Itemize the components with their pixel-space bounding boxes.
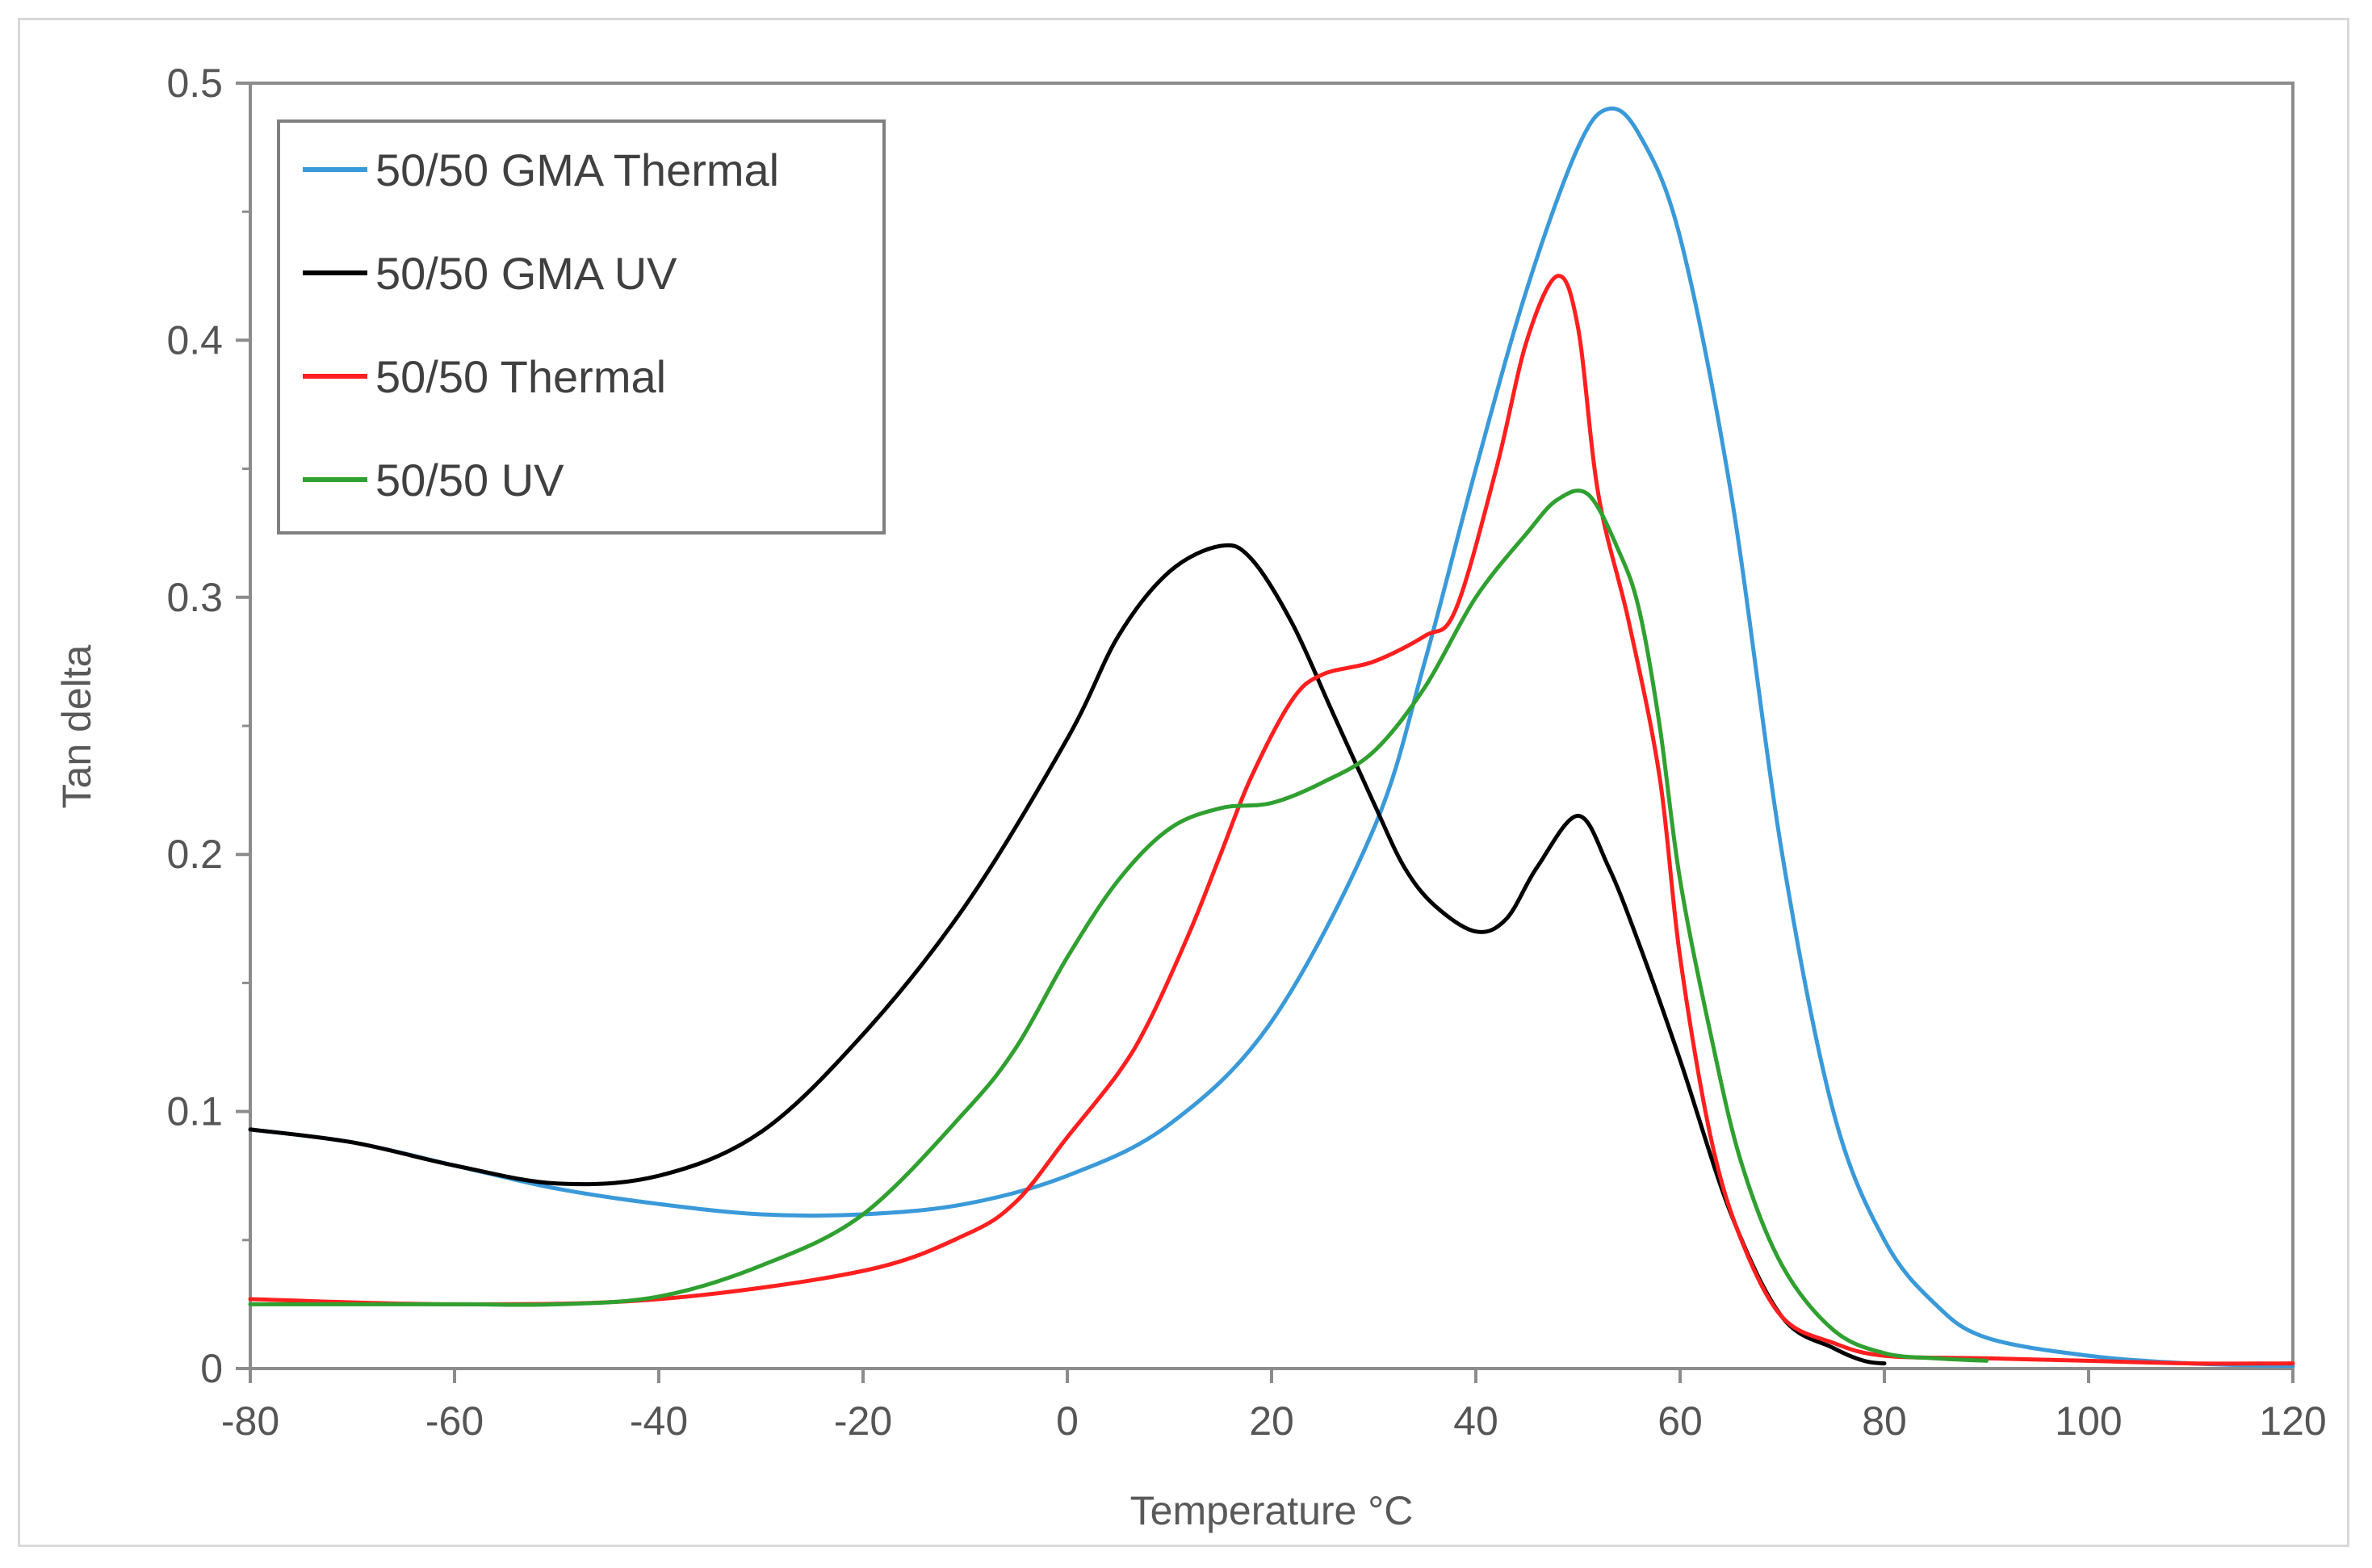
x-tick-label: 40 [1453,1398,1498,1444]
legend: 50/50 GMA Thermal 50/50 GMA UV 50/50 Therm… [277,119,886,535]
x-tick-label: -20 [834,1398,892,1444]
legend-entries: 50/50 GMA Thermal 50/50 GMA UV 50/50 Therm… [303,145,779,505]
x-tick-label: 0 [1056,1398,1079,1444]
x-tick-label: 100 [2055,1398,2122,1444]
legend-label: 50/50 GMA UV [375,248,677,299]
legend-box [277,119,886,535]
series-lines [248,106,2295,1369]
y-tick-label: 0.4 [166,317,223,363]
y-axis-title: Tan delta [54,644,99,808]
series-line-4 [248,488,1989,1363]
legend-label: 50/50 UV [375,455,564,505]
series-line-3 [248,274,2295,1366]
x-axis-ticks: -80 -60 -40 -20 0 20 40 60 80 100 120 [221,1369,2327,1444]
x-tick-label: -80 [221,1398,279,1444]
x-tick-label: 60 [1657,1398,1703,1444]
x-tick-label: 120 [2259,1398,2326,1444]
x-tick-label: -60 [425,1398,484,1444]
x-tick-label: 80 [1862,1398,1907,1444]
x-axis-title: Temperature °C [1130,1488,1414,1533]
series-line-2 [248,543,1887,1366]
legend-label: 50/50 GMA Thermal [375,145,779,195]
x-tick-label: -40 [630,1398,688,1444]
y-tick-label: 0.1 [166,1089,223,1134]
x-tick-label: 20 [1249,1398,1294,1444]
y-tick-label: 0.2 [166,832,223,877]
y-tick-label: 0.5 [166,61,223,106]
y-axis-ticks: 0 0.1 0.2 0.3 0.4 0.5 [166,61,250,1391]
y-tick-label: 0 [200,1346,223,1391]
legend-label: 50/50 Thermal [375,351,666,402]
series-line-1 [248,106,2295,1369]
y-tick-label: 0.3 [166,575,223,620]
